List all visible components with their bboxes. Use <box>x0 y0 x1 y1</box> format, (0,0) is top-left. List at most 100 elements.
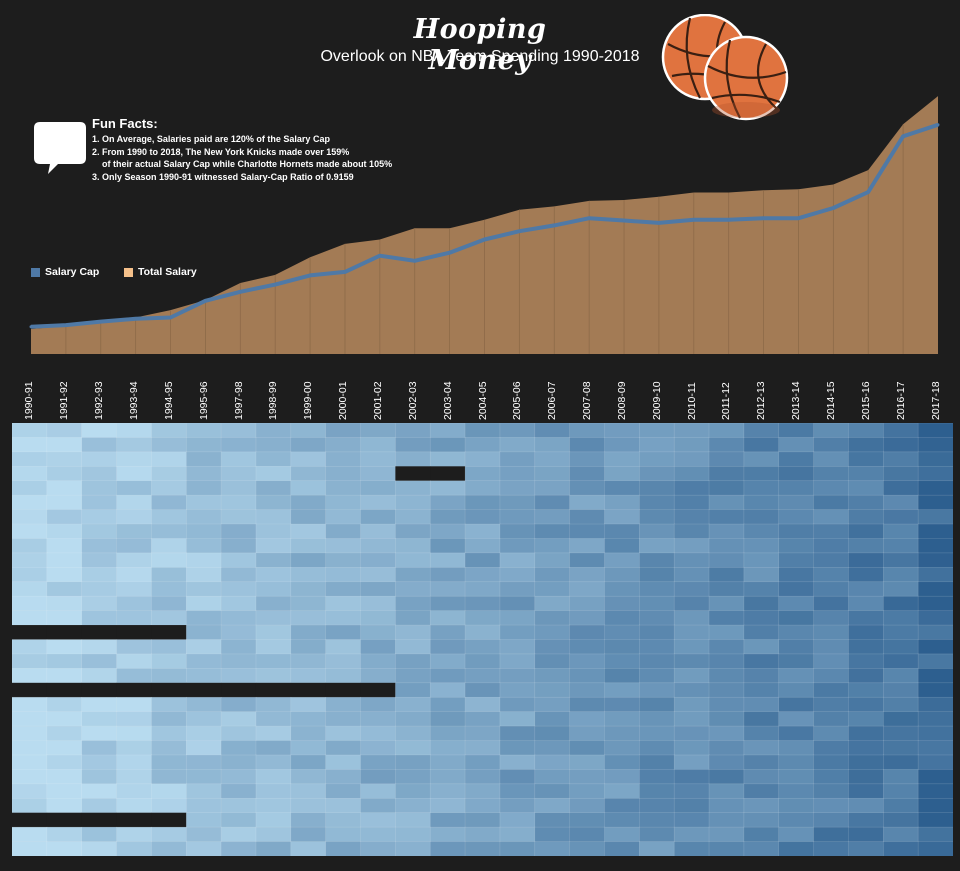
heatmap-cell <box>429 783 466 799</box>
heatmap-cell <box>569 711 606 727</box>
heatmap-cell <box>151 480 187 496</box>
heatmap-cell <box>290 639 327 655</box>
heatmap-cell <box>708 423 745 439</box>
heatmap-cell <box>604 783 640 799</box>
basketball-icon <box>661 14 789 121</box>
heatmap-cell <box>639 668 675 684</box>
heatmap-cell <box>12 639 48 655</box>
heatmap-cell <box>604 423 640 439</box>
heatmap-cell <box>464 552 501 568</box>
heatmap-cell <box>848 826 884 843</box>
heatmap-cell <box>813 653 850 669</box>
heatmap-cell <box>882 423 919 439</box>
heatmap-cell <box>708 740 745 756</box>
heatmap-cell <box>360 509 396 525</box>
heatmap-cell <box>360 494 396 511</box>
heatmap-cell-missing <box>151 812 187 828</box>
heatmap-cell <box>848 624 884 641</box>
heatmap-cell <box>673 509 710 525</box>
fun-fact-line: of their actual Salary Cap while Charlot… <box>92 159 393 169</box>
heatmap-cell <box>151 725 187 742</box>
heatmap-cell <box>673 754 710 771</box>
heatmap-cell <box>429 668 466 684</box>
speech-bubble-icon <box>34 122 86 174</box>
heatmap-cell <box>743 682 780 698</box>
heatmap-cell <box>569 509 606 525</box>
heatmap-cell <box>499 567 536 583</box>
heatmap-cell <box>708 783 745 799</box>
heatmap-cell <box>360 754 396 771</box>
heatmap-cell <box>743 639 780 655</box>
heatmap-cell <box>12 552 48 568</box>
heatmap-cell <box>848 480 884 496</box>
heatmap-cell <box>429 841 466 856</box>
heatmap-cell <box>325 567 362 583</box>
heatmap-cell <box>255 509 292 525</box>
heatmap-cell <box>290 783 327 799</box>
heatmap-cell <box>116 480 153 496</box>
heatmap-cell <box>325 610 362 626</box>
heatmap-cell <box>360 639 396 655</box>
heatmap-cell <box>116 610 153 626</box>
heatmap-cell <box>778 567 815 583</box>
heatmap-cell <box>325 581 362 597</box>
heatmap-cell <box>464 797 501 814</box>
heatmap-cell <box>290 480 327 496</box>
heatmap-cell <box>848 437 884 453</box>
heatmap-cell <box>220 567 257 583</box>
heatmap-cell-missing <box>151 625 187 640</box>
heatmap-cell <box>743 812 780 828</box>
heatmap-cell <box>917 754 953 771</box>
heatmap-cell <box>325 812 362 828</box>
heatmap-cell <box>604 682 640 698</box>
heatmap-cell <box>743 581 780 597</box>
heatmap-cell <box>604 826 640 843</box>
heatmap-cell <box>848 465 884 482</box>
heatmap-cell <box>882 523 919 540</box>
heatmap-cell <box>778 826 815 843</box>
heatmap-cell <box>151 740 187 756</box>
heatmap-cell <box>499 624 536 641</box>
heatmap-cell <box>534 769 571 785</box>
heatmap-cell <box>325 696 362 713</box>
heatmap-cell <box>778 494 815 511</box>
heatmap-cell <box>639 624 675 641</box>
heatmap-cell <box>743 826 780 843</box>
heatmap-cell <box>429 639 466 655</box>
heatmap-cell <box>325 653 362 669</box>
heatmap-cell <box>395 552 431 568</box>
heatmap-cell <box>673 682 710 698</box>
heatmap-cell <box>534 624 571 641</box>
heatmap-cell <box>429 682 466 698</box>
heatmap-cell <box>778 451 815 467</box>
team-spending-heatmap <box>12 423 953 856</box>
heatmap-cell <box>639 711 675 727</box>
heatmap-cell <box>743 465 780 482</box>
heatmap-cell <box>116 567 153 583</box>
heatmap-cell <box>81 754 118 771</box>
heatmap-cell <box>185 423 222 439</box>
heatmap-cell <box>813 797 850 814</box>
heatmap-cell <box>395 494 431 511</box>
heatmap-cell <box>499 769 536 785</box>
season-tick-label: 2014-15 <box>825 381 838 420</box>
heatmap-cell <box>46 841 83 856</box>
heatmap-cell <box>46 639 83 655</box>
heatmap-cell <box>499 437 536 453</box>
heatmap-cell <box>290 451 327 467</box>
heatmap-cell <box>813 725 850 742</box>
heatmap-cell <box>778 523 815 540</box>
heatmap-cell <box>12 653 48 669</box>
heatmap-cell <box>813 668 850 684</box>
heatmap-cell <box>569 783 606 799</box>
season-tick-label: 2015-16 <box>859 381 872 420</box>
heatmap-cell <box>813 740 850 756</box>
heatmap-cell <box>917 711 953 727</box>
heatmap-cell <box>220 769 257 785</box>
heatmap-cell <box>673 639 710 655</box>
heatmap-cell <box>534 797 571 814</box>
salary-cap-point <box>413 259 417 263</box>
heatmap-cell <box>848 754 884 771</box>
heatmap-cell <box>882 740 919 756</box>
heatmap-cell <box>534 451 571 467</box>
